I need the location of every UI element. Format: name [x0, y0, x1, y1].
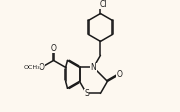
Text: Cl: Cl: [100, 0, 107, 9]
Text: O: O: [117, 70, 122, 79]
Text: S: S: [84, 89, 89, 98]
Text: OCH₃: OCH₃: [23, 65, 40, 70]
Text: N: N: [91, 63, 96, 72]
Text: O: O: [39, 63, 44, 72]
Text: O: O: [51, 44, 57, 53]
